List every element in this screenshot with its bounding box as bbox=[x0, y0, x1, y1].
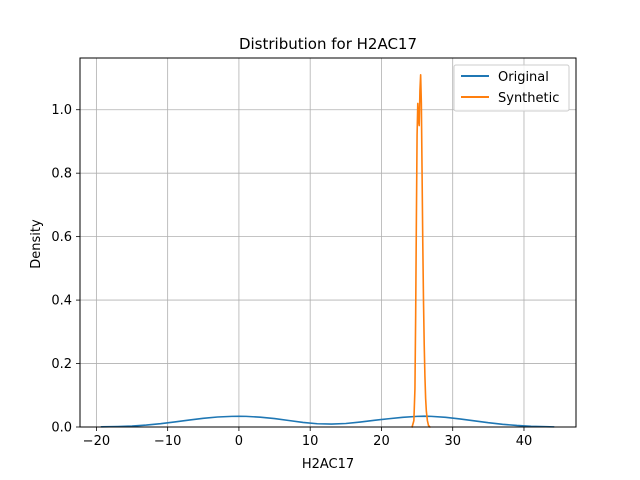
plot-frame bbox=[79, 57, 577, 428]
y-tick-label: 1.0 bbox=[51, 103, 72, 118]
series-line-synthetic bbox=[411, 74, 431, 428]
legend: Original Synthetic bbox=[453, 64, 570, 112]
x-tick-label: 0 bbox=[235, 434, 243, 449]
y-tick-label: 0.4 bbox=[51, 294, 72, 309]
y-tick-label: 0.8 bbox=[51, 167, 72, 182]
series-line-original bbox=[100, 415, 555, 428]
x-tick-label: −10 bbox=[154, 434, 181, 449]
x-axis-title: H2AC17 bbox=[302, 457, 354, 472]
legend-label-original: Original bbox=[498, 70, 549, 85]
x-tick-label: 30 bbox=[444, 434, 461, 449]
axis-ticks: −20 −10 0 10 20 30 40 0.0 0.2 0.4 0.6 0.8 1.0 bbox=[51, 103, 532, 449]
y-tick-label: 0.0 bbox=[51, 421, 72, 436]
y-axis-title: Density bbox=[29, 219, 44, 269]
x-tick-label: 40 bbox=[516, 434, 533, 449]
x-tick-label: −20 bbox=[83, 434, 110, 449]
chart-title: Distribution for H2AC17 bbox=[239, 35, 417, 53]
legend-label-synthetic: Synthetic bbox=[498, 91, 559, 106]
y-tick-label: 0.6 bbox=[51, 230, 72, 245]
x-tick-label: 10 bbox=[302, 434, 319, 449]
y-tick-label: 0.2 bbox=[51, 357, 72, 372]
x-tick-label: 20 bbox=[373, 434, 390, 449]
series-lines bbox=[100, 74, 555, 428]
